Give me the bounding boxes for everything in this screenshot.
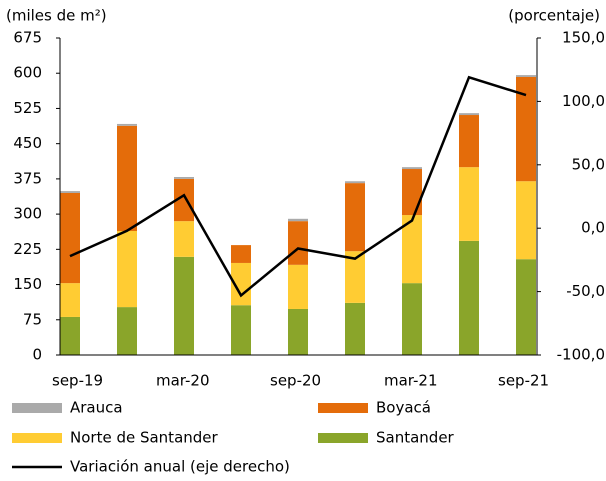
x-tick-label: sep-21 xyxy=(498,372,549,390)
bar-segment xyxy=(402,283,422,355)
bar-segment xyxy=(459,115,479,168)
bar-segment xyxy=(516,259,536,355)
line xyxy=(69,75,527,298)
bar-segment xyxy=(60,283,80,317)
y2-axis-label: (porcentaje) xyxy=(508,7,600,25)
bar-segment xyxy=(174,256,194,355)
bar-segment xyxy=(288,264,308,309)
y2-tick-label: 150,0 xyxy=(562,29,605,47)
bar-segment xyxy=(459,113,479,116)
y-axis-label: (miles de m²) xyxy=(6,7,107,25)
bar-segment xyxy=(459,240,479,355)
x-tick-label: sep-19 xyxy=(52,372,103,390)
bar-segment xyxy=(231,262,251,306)
bar-segment xyxy=(60,191,80,193)
legend-label: Norte de Santander xyxy=(70,429,219,447)
y-tick-label: 0 xyxy=(32,346,42,364)
y-tick-label: 225 xyxy=(13,240,42,258)
bar-segment xyxy=(174,178,194,222)
bar-segment xyxy=(288,218,308,222)
y-tick-label: 525 xyxy=(13,99,42,117)
bar-segment xyxy=(60,316,80,355)
bar-segment xyxy=(174,221,194,257)
bar-segment xyxy=(516,75,536,77)
y-tick-label: 375 xyxy=(13,169,42,187)
legend-swatch xyxy=(12,433,62,443)
x-tick-label: sep-20 xyxy=(270,372,321,390)
y2-tick-label: 50,0 xyxy=(572,155,605,173)
bar-segment xyxy=(459,167,479,241)
legend-label: Boyacá xyxy=(376,399,431,417)
bar-segment xyxy=(231,245,251,263)
bar-segment xyxy=(345,183,365,252)
bar-segment xyxy=(117,307,137,355)
bar-segment xyxy=(516,181,536,260)
y-tick-label: 300 xyxy=(13,205,42,223)
legend-swatch xyxy=(318,403,368,413)
legend-label: Variación anual (eje derecho) xyxy=(70,458,290,476)
y-tick-label: 150 xyxy=(13,275,42,293)
y-tick-label: 600 xyxy=(13,64,42,82)
y2-tick-label: -50,0 xyxy=(566,282,605,300)
bar-segment xyxy=(516,76,536,182)
y-tick-label: 450 xyxy=(13,134,42,152)
bar-segment xyxy=(117,123,137,126)
bar-segment xyxy=(288,308,308,355)
bar-segment xyxy=(402,167,422,170)
x-tick-label: mar-20 xyxy=(156,372,210,390)
bar-segment xyxy=(117,125,137,232)
legend-label: Santander xyxy=(376,429,455,447)
y-tick-label: 675 xyxy=(13,29,42,47)
bar-segment xyxy=(345,251,365,303)
bar-segment xyxy=(231,305,251,355)
y-tick-label: 75 xyxy=(23,310,42,328)
bar-segment xyxy=(402,169,422,216)
bar-segment xyxy=(60,192,80,284)
y2-tick-label: 100,0 xyxy=(562,92,605,110)
bar-segment xyxy=(345,181,365,184)
bar-segment xyxy=(174,177,194,179)
bar-segment xyxy=(288,221,308,265)
y2-tick-label: -100,0 xyxy=(557,346,605,364)
bar-segment xyxy=(402,215,422,284)
legend-label: Arauca xyxy=(70,399,123,417)
legend-swatch xyxy=(12,403,62,413)
legend-swatch xyxy=(318,433,368,443)
x-tick-label: mar-21 xyxy=(384,372,438,390)
bar-segment xyxy=(117,231,137,308)
y2-tick-label: 0,0 xyxy=(581,219,605,237)
bar-segment xyxy=(345,302,365,355)
